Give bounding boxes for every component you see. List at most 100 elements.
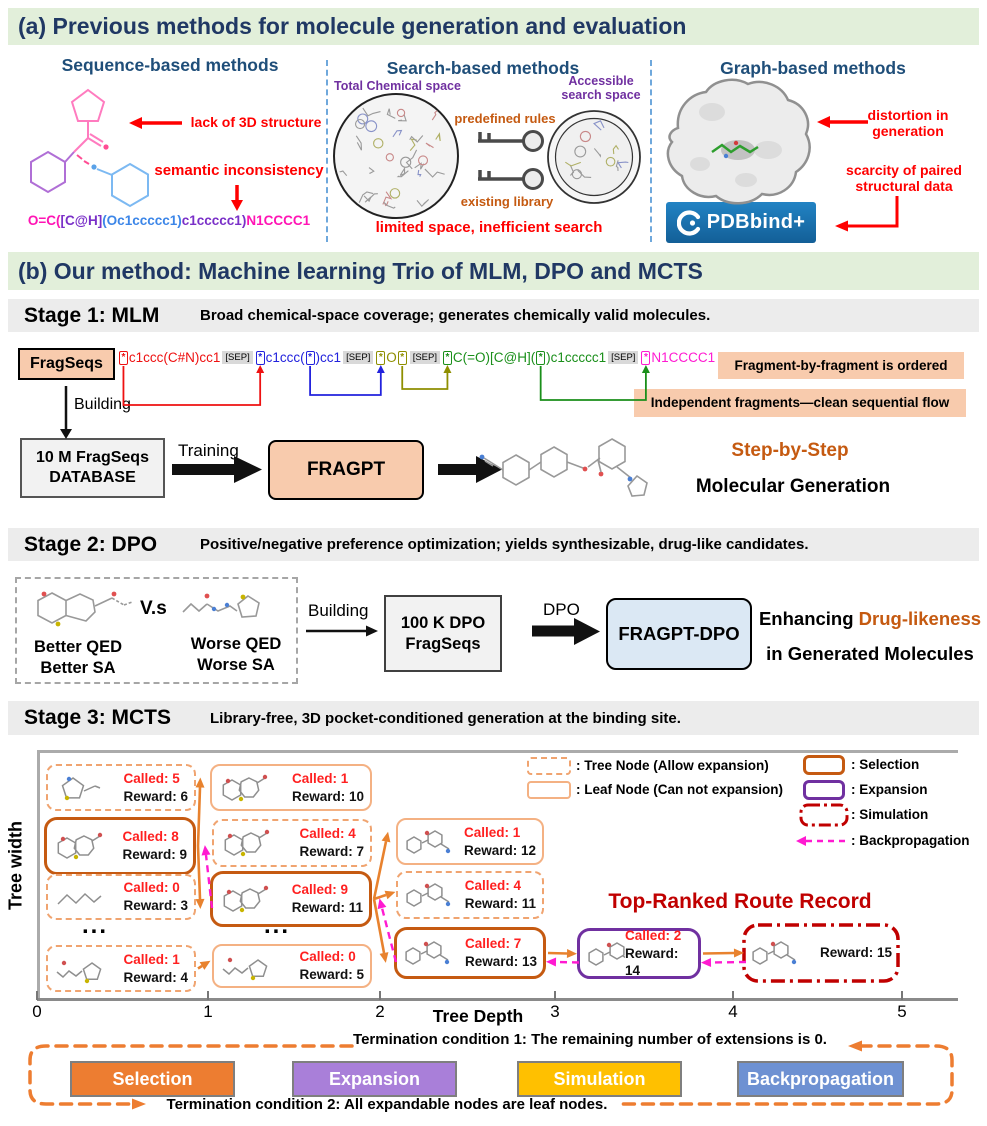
attachment-star: * <box>442 351 452 365</box>
attachment-star: * <box>376 351 386 365</box>
annotation-lack-3d: lack of 3D structure <box>190 114 322 130</box>
tree-node-J: Called: 4 Reward: 11 <box>396 871 544 919</box>
flow-step-selection: Selection <box>70 1061 235 1097</box>
column-divider-1 <box>326 60 328 242</box>
smiles-segment: [C@H] <box>60 213 103 228</box>
worse-sa: Worse SA <box>197 656 275 674</box>
tree-node-L: Called: 2 Reward: 14 <box>577 928 701 979</box>
sep-token: [SEP] <box>343 351 374 364</box>
sep-token: [SEP] <box>409 351 440 364</box>
annotation-semantic: semantic inconsistency <box>154 162 324 179</box>
node-reward-value: Reward: 12 <box>463 842 536 858</box>
panel-b-title: (b) Our method: Machine learning Trio of… <box>18 258 703 284</box>
tree-node-B: Called: 8 Reward: 9 <box>44 817 196 875</box>
node-called-value: Called: 9 <box>291 882 348 898</box>
termination-condition-1: Termination condition 1: The remaining n… <box>353 1031 827 1048</box>
step-by-step-label: Step-by-Step <box>731 440 849 461</box>
database-line2: DATABASE <box>49 469 136 486</box>
training-label: Training <box>178 441 239 460</box>
flow-step-backpropagation: Backpropagation <box>737 1061 904 1097</box>
stage3-bar: Stage 3: MCTS Library-free, 3D pocket-co… <box>8 701 979 735</box>
tree-node-M: Reward: 15 <box>744 925 898 981</box>
smiles-segment: O=C( <box>27 213 61 228</box>
flow-step-simulation: Simulation <box>517 1061 682 1097</box>
better-labels: Better QED Better SA <box>22 637 134 679</box>
legend-expansion-swatch <box>803 780 845 800</box>
smiles-string: O=C([C@H](Oc1ccccc1)c1ccccc1)N1CCCC1 <box>10 213 328 228</box>
predefined-rules-label: predefined rules <box>454 111 556 126</box>
node-reward-value: Reward: 14 <box>625 945 679 979</box>
node-called-value: Called: 7 <box>464 936 522 952</box>
preference-pair-box <box>15 577 298 684</box>
fragpt-box: FRAGPT <box>268 440 424 500</box>
node-reward-value: Reward: 5 <box>299 967 364 982</box>
smiles-segment: ) <box>241 213 247 228</box>
x-tick-1: 1 <box>203 1002 213 1021</box>
note-ordered: Fragment-by-fragment is ordered <box>718 352 964 379</box>
node-called-value: Called: 4 <box>299 826 356 842</box>
node-called-value: Called: 1 <box>291 770 349 786</box>
stage1-bar: Stage 1: MLM Broad chemical-space covera… <box>8 299 979 332</box>
building-label-1: Building <box>74 396 131 413</box>
better-sa: Better SA <box>40 659 116 677</box>
chart-left-border <box>37 750 40 1000</box>
attachment-star: * <box>305 351 315 365</box>
x-axis <box>37 998 958 1001</box>
node-called-value: Called: 8 <box>122 829 179 845</box>
node-called-value: Called: 1 <box>463 824 521 840</box>
annotation-scarcity: scarcity of paired structural data <box>846 162 962 194</box>
x-tick-3: 3 <box>550 1002 560 1021</box>
x-tick-0: 0 <box>32 1002 42 1021</box>
node-reward-value: Reward: 9 <box>122 847 187 862</box>
panel-a-title: (a) Previous methods for molecule genera… <box>18 13 687 39</box>
x-axis-label: Tree Depth <box>432 1006 524 1026</box>
graph-methods-title: Graph-based methods <box>720 58 906 78</box>
legend-leaf-node-label: : Leaf Node (Can not expansion) <box>576 782 784 797</box>
worse-labels: Worse QED Worse SA <box>180 634 292 676</box>
accessible-space-label: Accessible search space <box>561 74 641 102</box>
building-label-2: Building <box>308 601 369 620</box>
legend-backprop-label: : Backpropagation <box>851 833 970 848</box>
tree-node-I: Called: 1 Reward: 12 <box>396 818 544 865</box>
stage2-desc: Positive/negative preference optimizatio… <box>200 536 809 553</box>
note-independent: Independent fragments—clean sequential f… <box>634 389 966 417</box>
chart-top-border <box>37 750 958 753</box>
legend-selection-swatch <box>803 755 845 775</box>
node-reward-value: Reward: 3 <box>123 898 188 913</box>
node-reward-value: Reward: 15 <box>819 945 892 961</box>
smiles-segment: N1CCCC1 <box>246 213 311 228</box>
stage3-desc: Library-free, 3D pocket-conditioned gene… <box>210 710 681 727</box>
tree-node-C: Called: 0 Reward: 3 <box>46 874 196 920</box>
generated-molecules-line: in Generated Molecules <box>766 643 974 664</box>
node-reward-value: Reward: 4 <box>123 969 188 985</box>
tree-node-H: Called: 0 Reward: 5 <box>212 944 372 988</box>
annotation-distortion: distortion in generation <box>867 107 949 139</box>
dpo-db-line2: FragSeqs <box>405 634 481 653</box>
tree-node-A: Called: 5 Reward: 6 <box>46 764 196 811</box>
node-called-value: Called: 2 <box>625 928 682 944</box>
stage3-label: Stage 3: MCTS <box>24 706 172 729</box>
stage1-label: Stage 1: MLM <box>24 304 160 327</box>
node-reward-value: Reward: 10 <box>291 788 364 804</box>
pdbbind-logo: PDBbind+ <box>666 202 816 243</box>
pdbbind-logo-text: PDBbind+ <box>706 211 806 233</box>
x-tick-2: 2 <box>375 1002 385 1021</box>
fragseq-sequence: * c1ccc(C#N)cc1 [SEP] * c1ccc(*)cc1 [SEP] * O *[… <box>118 350 715 367</box>
attachment-star: * <box>255 351 265 365</box>
panel-a-header: (a) Previous methods for molecule genera… <box>8 8 979 45</box>
molecular-generation-label: Molecular Generation <box>695 476 891 497</box>
better-qed: Better QED <box>33 638 123 656</box>
x-tick-4: 4 <box>728 1002 738 1021</box>
dpo-label: DPO <box>543 600 580 619</box>
smiles-segment: (Oc1ccccc1) <box>102 213 182 228</box>
tree-node-F: Called: 4 Reward: 7 <box>212 819 372 867</box>
x-tick-5: 5 <box>897 1002 907 1021</box>
node-called-value: Called: 0 <box>299 949 356 965</box>
dpo-database-box: 100 K DPO FragSeqs <box>384 595 502 672</box>
sep-token: [SEP] <box>608 351 639 364</box>
tree-node-G: Called: 9 Reward: 11 <box>210 871 372 927</box>
legend-selection-label: : Selection <box>851 757 920 772</box>
limited-space-caption: limited space, inefficient search <box>375 219 603 236</box>
legend-simulation-label: : Simulation <box>851 807 929 822</box>
